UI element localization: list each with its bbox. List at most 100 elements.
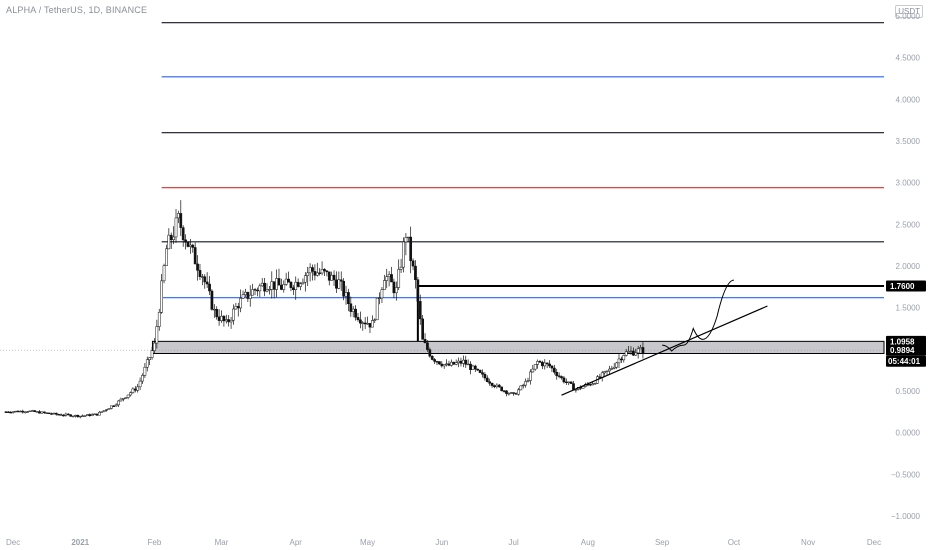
candle: [30, 410, 34, 412]
candle: [490, 383, 494, 386]
candle: [337, 279, 341, 289]
candle: [612, 366, 616, 369]
candle: [145, 359, 149, 368]
candle: [236, 306, 240, 309]
candle: [524, 381, 527, 386]
candle: [265, 289, 269, 292]
candle: [191, 244, 195, 248]
range-box-layer: [0, 340, 885, 355]
candle: [608, 368, 611, 372]
candle: [318, 272, 322, 274]
candle: [330, 274, 334, 281]
y-tick-label: 4.0000: [896, 95, 921, 104]
candle: [272, 281, 276, 290]
candle: [390, 274, 393, 283]
candle: [473, 365, 477, 370]
candle: [110, 405, 113, 409]
candle: [210, 290, 214, 310]
trendline[interactable]: [561, 305, 768, 396]
candle: [165, 248, 168, 266]
candle: [378, 297, 381, 300]
candle: [569, 381, 573, 384]
candle: [562, 377, 566, 383]
candle: [275, 278, 278, 290]
candle: [83, 415, 87, 417]
candle: [311, 267, 314, 272]
x-tick-label: Jul: [509, 538, 519, 547]
candle: [251, 289, 254, 296]
y-tick-label: 1.5000: [896, 304, 921, 313]
candle: [268, 289, 271, 291]
candle: [224, 319, 228, 322]
candle: [282, 284, 286, 290]
candle: [406, 236, 410, 239]
candle: [315, 272, 319, 276]
level-price-tag-box: [886, 280, 926, 292]
projection-curve[interactable]: [662, 279, 735, 352]
candle: [512, 392, 515, 394]
candle: [112, 405, 116, 407]
level-price-tag: 1.7600: [890, 282, 915, 291]
candle: [64, 413, 68, 416]
candle: [4, 411, 8, 413]
candle: [9, 412, 13, 414]
candle: [541, 361, 544, 367]
candle: [105, 409, 108, 411]
candle: [133, 388, 137, 391]
candle: [588, 384, 592, 386]
candle: [232, 308, 235, 321]
candle: [462, 359, 465, 364]
candle: [76, 414, 80, 418]
candle: [86, 414, 89, 416]
candle: [634, 352, 638, 356]
candle: [414, 265, 417, 280]
currency-badge[interactable]: USDT: [895, 5, 923, 18]
candle: [598, 376, 602, 378]
support-range-box[interactable]: [151, 340, 885, 355]
candle: [169, 234, 173, 240]
candle: [632, 350, 635, 356]
candle: [74, 414, 77, 417]
candle: [347, 292, 350, 304]
candle: [299, 283, 302, 287]
candle: [469, 363, 472, 370]
candle: [521, 384, 525, 387]
candle: [402, 241, 405, 268]
candle: [107, 408, 111, 410]
candle: [143, 366, 147, 376]
candle: [208, 283, 211, 292]
candle: [502, 390, 506, 392]
candle: [45, 412, 49, 414]
candle: [160, 280, 163, 313]
candle: [536, 361, 539, 365]
candle: [445, 363, 448, 365]
x-tick-label: 2021: [71, 538, 89, 547]
candle: [531, 368, 535, 373]
candle: [557, 375, 561, 377]
candle: [351, 308, 355, 312]
candle: [387, 274, 391, 277]
candle: [371, 320, 374, 328]
candle: [308, 267, 312, 274]
candle: [241, 294, 245, 299]
candle: [476, 368, 480, 371]
candle: [591, 383, 595, 386]
candle: [380, 289, 384, 299]
candle: [220, 315, 223, 321]
candle: [69, 414, 73, 417]
candle: [98, 412, 101, 416]
candle: [481, 372, 484, 375]
candle: [157, 311, 161, 327]
candle: [179, 213, 183, 228]
candle: [495, 384, 499, 388]
candle: [121, 398, 125, 400]
candle: [375, 297, 379, 321]
candle: [141, 375, 144, 382]
candle: [102, 410, 106, 412]
candle: [172, 236, 175, 240]
candle: [294, 281, 298, 290]
candle: [581, 386, 585, 389]
candle: [23, 411, 27, 413]
